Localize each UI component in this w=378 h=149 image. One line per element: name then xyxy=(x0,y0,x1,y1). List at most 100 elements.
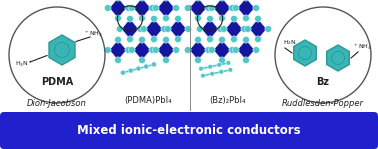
Circle shape xyxy=(243,0,249,1)
Circle shape xyxy=(218,15,225,22)
Circle shape xyxy=(149,47,156,53)
Circle shape xyxy=(253,5,260,11)
Circle shape xyxy=(115,37,121,43)
Circle shape xyxy=(207,15,213,22)
Polygon shape xyxy=(225,19,243,39)
Circle shape xyxy=(163,57,169,64)
Circle shape xyxy=(229,47,235,53)
Circle shape xyxy=(104,47,111,53)
Circle shape xyxy=(217,26,223,32)
Circle shape xyxy=(152,47,159,53)
Circle shape xyxy=(218,37,225,43)
Circle shape xyxy=(163,0,169,1)
Circle shape xyxy=(253,47,260,53)
Polygon shape xyxy=(121,19,139,39)
Circle shape xyxy=(210,72,214,76)
Text: Mixed ionic-electronic conductors: Mixed ionic-electronic conductors xyxy=(77,125,301,138)
Circle shape xyxy=(137,26,144,32)
Text: Ruddlesden-Popper: Ruddlesden-Popper xyxy=(282,98,364,107)
Circle shape xyxy=(205,47,212,53)
Circle shape xyxy=(241,26,248,32)
Circle shape xyxy=(184,47,191,53)
Circle shape xyxy=(205,5,212,11)
Circle shape xyxy=(127,36,133,43)
Circle shape xyxy=(136,66,141,71)
Circle shape xyxy=(173,5,180,11)
Circle shape xyxy=(185,26,192,32)
Polygon shape xyxy=(237,0,255,18)
Circle shape xyxy=(218,57,225,64)
Polygon shape xyxy=(237,40,255,60)
Text: H$_3$N$^+$: H$_3$N$^+$ xyxy=(15,59,33,69)
Circle shape xyxy=(104,5,111,11)
Circle shape xyxy=(226,61,231,65)
Circle shape xyxy=(151,36,157,43)
Circle shape xyxy=(125,5,132,11)
Circle shape xyxy=(129,47,135,53)
Polygon shape xyxy=(213,0,231,18)
Circle shape xyxy=(163,37,169,43)
Circle shape xyxy=(228,68,233,72)
Circle shape xyxy=(152,62,156,67)
Circle shape xyxy=(139,37,146,43)
Polygon shape xyxy=(133,40,151,60)
Circle shape xyxy=(217,63,222,67)
Circle shape xyxy=(127,15,133,22)
Circle shape xyxy=(255,15,261,22)
Circle shape xyxy=(229,5,235,11)
Text: Dion-Jacobson: Dion-Jacobson xyxy=(27,98,87,107)
Polygon shape xyxy=(213,40,231,60)
Text: $^+$NH$_3$: $^+$NH$_3$ xyxy=(353,42,373,52)
Circle shape xyxy=(255,36,261,43)
Circle shape xyxy=(208,5,215,11)
Polygon shape xyxy=(169,19,187,39)
Circle shape xyxy=(121,70,125,75)
Polygon shape xyxy=(145,19,163,39)
Circle shape xyxy=(195,15,201,22)
Circle shape xyxy=(195,37,201,43)
Text: H$_2$N: H$_2$N xyxy=(283,39,297,47)
Circle shape xyxy=(116,26,123,32)
Circle shape xyxy=(220,26,227,32)
Circle shape xyxy=(125,47,132,53)
Circle shape xyxy=(195,57,201,64)
Circle shape xyxy=(128,68,133,73)
Polygon shape xyxy=(294,40,316,66)
Circle shape xyxy=(139,15,146,22)
Circle shape xyxy=(243,15,249,22)
Circle shape xyxy=(161,26,167,32)
Circle shape xyxy=(163,15,169,22)
Circle shape xyxy=(208,65,212,69)
Circle shape xyxy=(115,0,121,1)
Circle shape xyxy=(152,5,159,11)
Circle shape xyxy=(245,26,251,32)
Text: Bz: Bz xyxy=(316,77,330,87)
Circle shape xyxy=(175,15,181,22)
Circle shape xyxy=(115,15,121,22)
FancyBboxPatch shape xyxy=(0,0,378,119)
Circle shape xyxy=(139,0,146,1)
Circle shape xyxy=(232,47,239,53)
Circle shape xyxy=(151,15,157,22)
Circle shape xyxy=(243,57,249,64)
FancyBboxPatch shape xyxy=(0,112,378,149)
Circle shape xyxy=(201,73,205,78)
Polygon shape xyxy=(109,40,127,60)
Text: $^+$NH$_3$: $^+$NH$_3$ xyxy=(84,29,104,39)
Text: (Bz)₂PbI₄: (Bz)₂PbI₄ xyxy=(210,96,246,104)
Circle shape xyxy=(231,15,237,22)
Circle shape xyxy=(129,5,135,11)
Circle shape xyxy=(199,66,203,71)
Circle shape xyxy=(115,57,121,64)
Text: (PDMA)PbI₄: (PDMA)PbI₄ xyxy=(124,96,172,104)
Circle shape xyxy=(139,57,146,64)
Circle shape xyxy=(231,36,237,43)
Polygon shape xyxy=(201,19,218,39)
Circle shape xyxy=(219,70,223,74)
Polygon shape xyxy=(157,40,175,60)
Circle shape xyxy=(164,26,171,32)
Circle shape xyxy=(265,26,271,32)
Circle shape xyxy=(175,36,181,43)
Circle shape xyxy=(141,26,147,32)
Circle shape xyxy=(195,0,201,1)
